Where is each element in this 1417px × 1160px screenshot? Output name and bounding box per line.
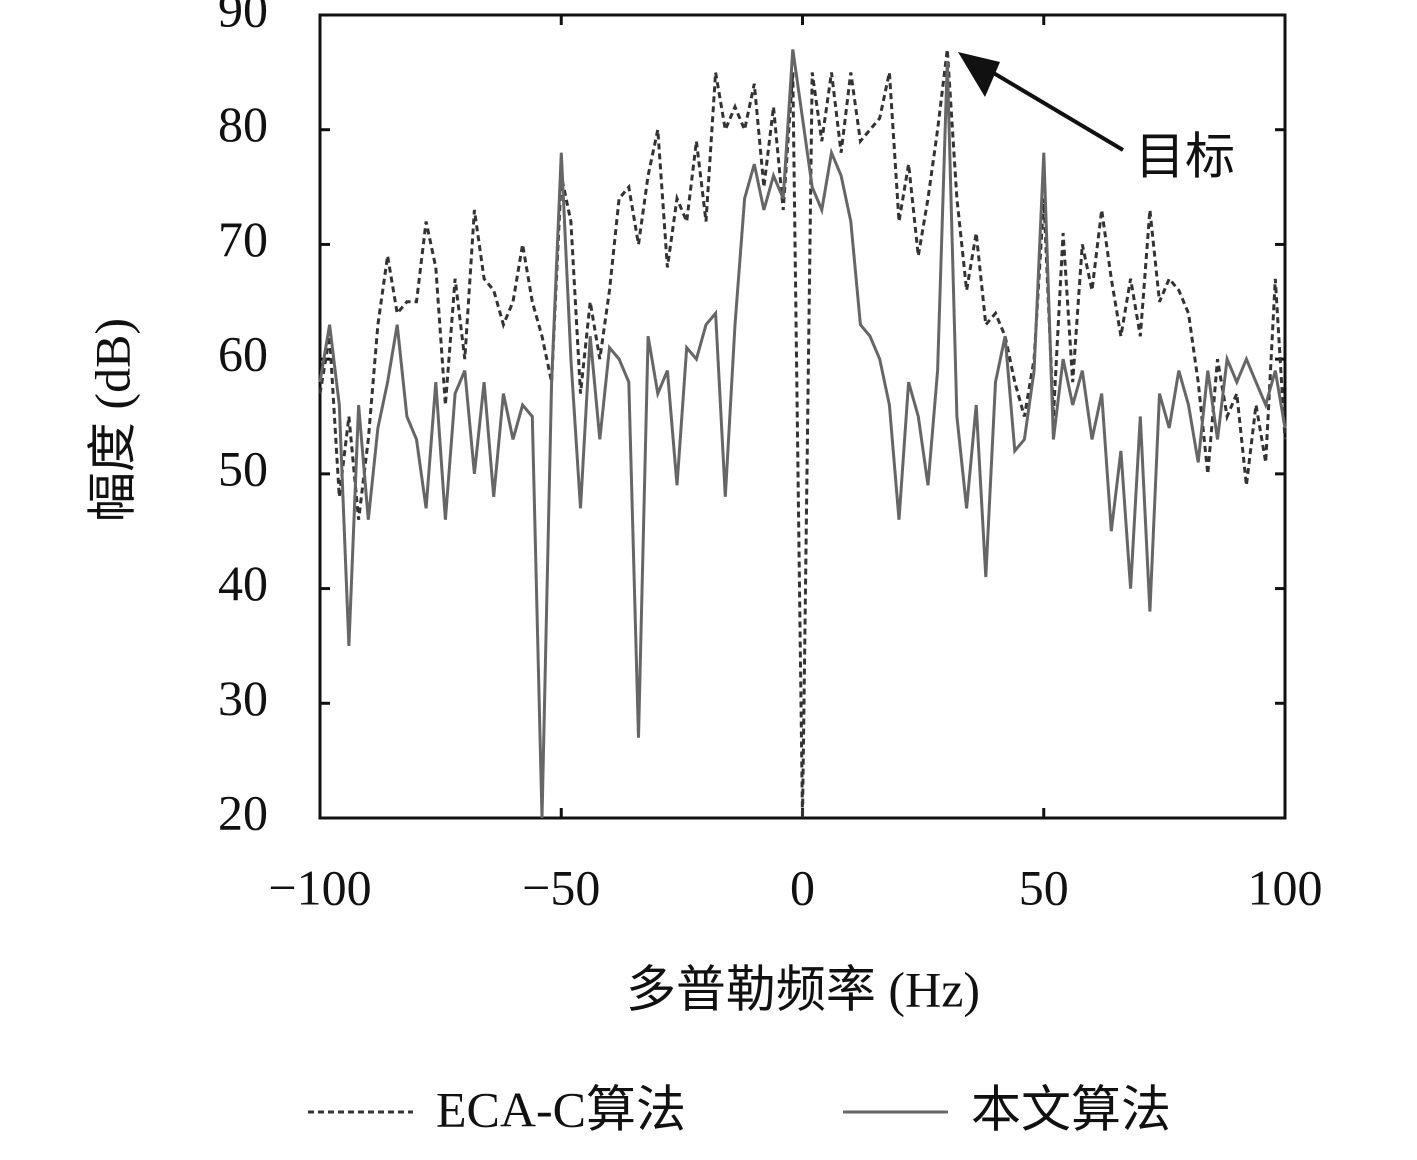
- y-tick-label: 40: [218, 555, 268, 611]
- annotation: 目标: [1135, 128, 1235, 184]
- y-tick-label: 60: [218, 326, 268, 382]
- annotation-arrow: [973, 60, 1125, 152]
- y-tick-label: 20: [218, 784, 268, 840]
- y-tick-label: 50: [218, 440, 268, 496]
- legend-label: ECA-C算法: [436, 1081, 686, 1137]
- y-tick-label: 70: [218, 211, 268, 267]
- data-line: [318, 49, 1287, 819]
- y-tick-label: 90: [218, 0, 268, 37]
- x-tick-label: −100: [268, 859, 371, 915]
- x-tick-label: −50: [522, 859, 600, 915]
- y-tick-label: 30: [218, 670, 268, 726]
- y-tick-label: 80: [218, 96, 268, 152]
- annotation-arrowhead: [958, 52, 1000, 97]
- x-tick-label: 100: [1248, 859, 1323, 915]
- x-tick-label: 0: [790, 859, 815, 915]
- data-line: [318, 49, 1287, 819]
- x-tick-label: 50: [1019, 859, 1069, 915]
- y-axis-label: 幅度 (dB): [84, 318, 140, 522]
- legend-label: 本文算法: [971, 1081, 1171, 1137]
- x-axis-label: 多普勒频率 (Hz): [626, 961, 980, 1017]
